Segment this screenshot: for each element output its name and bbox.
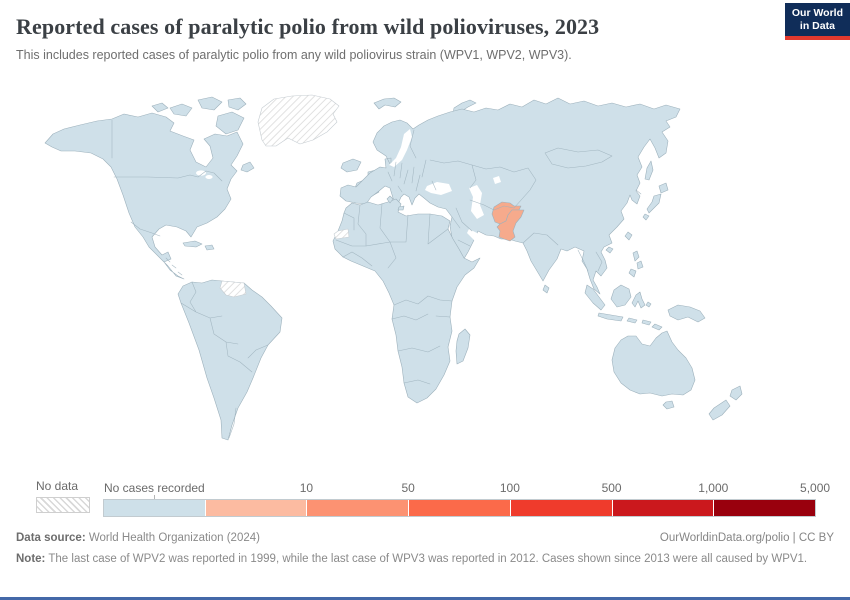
owid-link[interactable]: OurWorldinData.org/polio | CC BY <box>659 532 834 544</box>
region-guianas-no-data[interactable] <box>219 280 247 298</box>
data-source-label: Data source: <box>16 532 86 544</box>
country-borders-americas <box>111 119 269 439</box>
legend-no-data-label: No data <box>36 479 79 493</box>
country-pakistan[interactable] <box>496 209 525 242</box>
legend-bin-label: 100 <box>499 481 520 495</box>
legend-no-data: No data <box>36 479 90 513</box>
country-sri-lanka[interactable] <box>542 284 550 294</box>
legend-bin-10[interactable]: 10 <box>205 481 313 516</box>
great-lakes <box>196 170 206 176</box>
owid-logo-line2: in Data <box>799 20 835 33</box>
hainan-island[interactable] <box>605 246 614 254</box>
legend-bin-label: 1,000 <box>698 481 729 495</box>
region-western-sahara-no-data[interactable] <box>333 228 350 240</box>
country-japan[interactable] <box>642 182 669 221</box>
chart-subtitle: This includes reported cases of paralyti… <box>16 48 572 63</box>
country-borders-africa <box>335 203 453 385</box>
legend-bin-label: 500 <box>601 481 622 495</box>
aral-sea <box>493 176 501 184</box>
data-source: Data source: World Health Organization (… <box>16 530 260 547</box>
landmass-africa[interactable] <box>332 198 481 404</box>
legend-bin-label: 10 <box>299 481 314 495</box>
legend-bin-label: No cases recorded <box>104 481 205 495</box>
data-source-row: Data source: World Health Organization (… <box>16 530 834 547</box>
country-taiwan[interactable] <box>624 231 633 241</box>
legend-bin-label: 50 <box>401 481 415 495</box>
landmass-north-america[interactable] <box>44 112 244 280</box>
island-new-guinea[interactable] <box>667 304 706 323</box>
country-australia[interactable] <box>611 330 696 397</box>
owid-logo-line1: Our World <box>791 7 843 19</box>
chart-header: Reported cases of paralytic polio from w… <box>16 14 834 64</box>
caspian-sea <box>469 185 484 219</box>
note: Note: The last case of WPV2 was reported… <box>16 551 820 568</box>
legend-color-bar: No cases recorded 10 50 100 500 1,000 5,… <box>103 481 830 517</box>
page-title: Reported cases of paralytic polio from w… <box>16 14 600 39</box>
country-new-zealand[interactable] <box>708 385 743 421</box>
region-greenland-no-data[interactable] <box>257 94 340 147</box>
mediterranean-islands[interactable] <box>386 195 405 211</box>
legend-bin-no-cases[interactable]: No cases recorded <box>104 481 206 516</box>
legend-bin-100[interactable]: 100 <box>409 481 520 516</box>
country-borders-europe <box>387 129 437 193</box>
country-philippines[interactable] <box>628 250 644 278</box>
data-source-value: World Health Organization (2024) <box>85 532 260 544</box>
note-label: Note: <box>16 552 46 565</box>
sakhalin-island[interactable] <box>644 160 654 181</box>
legend-bin-50[interactable]: 50 <box>307 481 415 516</box>
bottom-accent-bar <box>0 597 850 600</box>
landmass-eurasia[interactable] <box>339 97 681 295</box>
legend-no-data-swatch[interactable] <box>36 497 90 513</box>
legend-bin-label: 5,000 <box>800 481 831 495</box>
country-madagascar[interactable] <box>455 328 471 365</box>
svalbard-islands[interactable] <box>373 97 402 110</box>
legend-bin-500[interactable]: 500 <box>510 481 622 516</box>
caribbean-islands[interactable] <box>182 240 215 251</box>
owid-logo[interactable]: Our World in Data <box>784 3 850 41</box>
persian-gulf <box>467 229 481 241</box>
great-lakes <box>205 175 213 179</box>
note-value: The last case of WPV2 was reported in 19… <box>45 552 808 565</box>
tasmania-island[interactable] <box>662 400 675 410</box>
country-indonesia[interactable] <box>584 284 663 331</box>
chart-footer: Data source: World Health Organization (… <box>16 530 834 567</box>
country-iceland[interactable] <box>340 158 362 173</box>
landmass-south-america[interactable] <box>177 279 283 441</box>
legend-bin-5000[interactable]: 5,000 <box>714 481 830 516</box>
baltic-sea <box>389 129 412 167</box>
arctic-islands[interactable] <box>151 96 255 173</box>
country-borders-asia <box>429 147 642 272</box>
black-sea <box>425 182 452 195</box>
legend-bin-1000[interactable]: 1,000 <box>612 481 728 516</box>
